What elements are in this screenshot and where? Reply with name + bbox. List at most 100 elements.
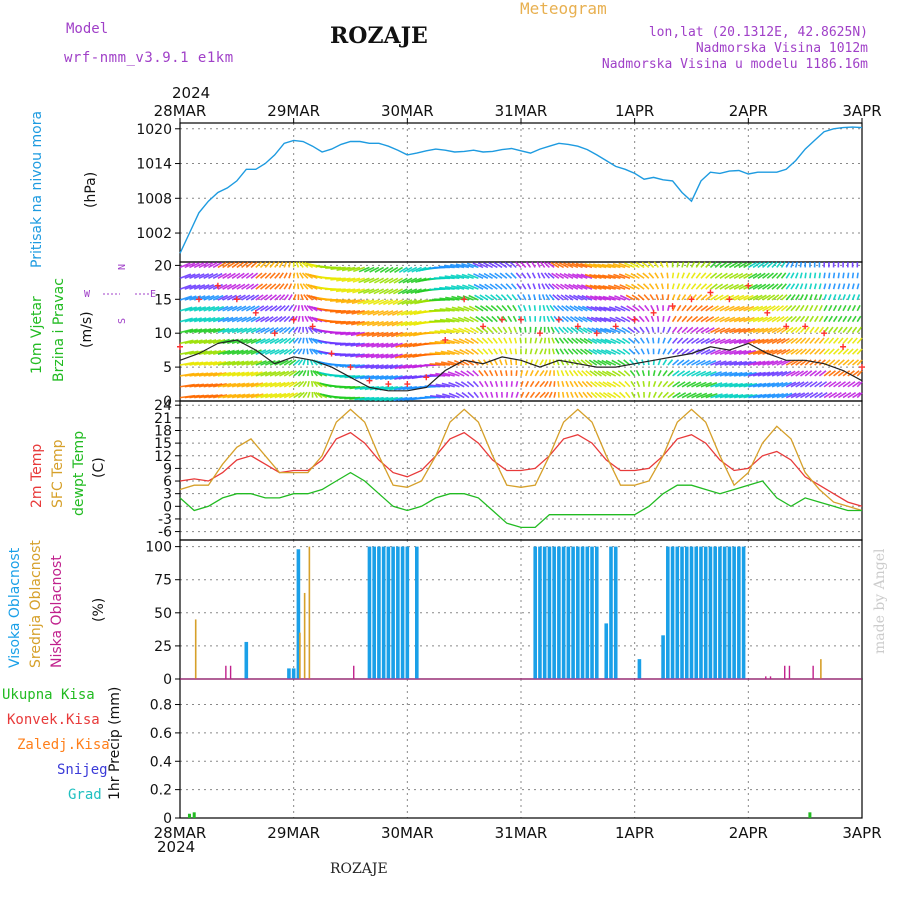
cloud-high-bar [585,546,590,679]
wind-arrow [297,391,305,399]
ytick-label: 0.6 [150,726,172,742]
wind-arrow [671,272,675,279]
cloud-high-bar [386,546,391,679]
wind-arrow [837,392,847,399]
wind-arrow [637,391,641,398]
wind-arrow [856,272,859,279]
wind-arrow [589,284,602,290]
wind-arrow [398,364,413,370]
xtick-label-top: 3APR [842,102,881,120]
wind-arrow [222,371,236,377]
wind-arrow [762,393,776,399]
wind-arrow [577,380,584,388]
wind-arrow [814,337,820,344]
wind-arrow [474,305,484,312]
wind-arrow [374,277,385,284]
wind-arrow [269,272,276,279]
wind-arrow [828,304,833,312]
wind-arrow [757,349,770,355]
wind-arrow [490,294,498,301]
wind-arrow [852,392,861,399]
wind-arrow [264,283,272,290]
wind-arrow [648,381,651,387]
wind-arrow [681,348,690,355]
wind-arrow [467,273,479,280]
wind-arrow [657,348,661,355]
wind-arrow [828,272,831,279]
wind-arrow [288,370,297,377]
wind-arrow [714,360,727,366]
wind-arrow [537,283,541,290]
wind-arrow [255,327,266,334]
panel-frame [179,122,863,263]
xtick-label-top: 30MAR [381,102,434,120]
wind-arrow [766,305,776,312]
wind-arrow [757,382,771,388]
wind-arrow [543,359,548,366]
wind-arrow [676,337,684,344]
wind-arrow [676,315,683,323]
wind-arrow [785,304,793,312]
wind-arrow [628,348,636,355]
wind-arrow [375,364,389,370]
wind-arrow [446,349,460,355]
wind-arrow [520,391,525,398]
wind-arrow [283,315,291,323]
wind-arrow [776,305,785,312]
wind-arrow [354,385,370,390]
wind-arrow [618,262,631,269]
ytick-label: 25 [154,639,172,655]
wind-arrow [315,391,323,399]
ytick-label: 1020 [136,122,172,138]
wind-arrow [464,337,475,345]
wind-arrow [813,294,818,301]
wind-arrow [543,380,549,388]
wind-arrow [695,337,705,345]
wind-arrow [478,380,484,388]
wind-arrow [828,359,836,366]
wind-arrow [288,283,293,290]
wind-arrow [193,328,207,334]
wind-arrow [813,272,817,279]
cloud-high-bar [732,546,736,679]
wind-arrow [837,315,843,323]
wind-arrow [724,327,736,334]
wind-arrow [572,283,583,290]
wind-arrow [231,327,243,334]
wind-arrow [569,305,579,312]
wind-arrow [771,327,781,334]
ytick-label: 10 [154,326,172,342]
wind-arrow [645,326,650,333]
wind-arrow [719,261,728,269]
ytick-label: 0 [163,394,172,410]
wind-arrow [691,337,700,345]
wind-arrow [377,310,389,316]
wind-arrow [274,370,286,377]
wind-arrow [672,359,680,366]
wind-arrow [184,295,197,301]
wind-arrow [667,305,671,312]
wind-arrow [790,359,800,366]
wind-arrow [288,326,295,334]
wind-arrow [539,348,544,355]
wind-arrow [710,305,719,312]
wind-arrow [306,348,309,355]
panel-frame [179,539,863,680]
wind-arrow [330,266,346,270]
wind-arrow [297,370,304,377]
wind-arrow [508,337,513,344]
wind-arrow [700,326,710,334]
wind-arrow [544,283,551,290]
wind-arrow [212,383,227,388]
wind-arrow [705,371,717,377]
wind-arrow [520,380,524,388]
cloud-mid-bar [299,632,301,679]
wind-arrow [259,272,267,279]
cloud-low-bar [353,665,355,679]
wind-arrow [494,283,503,290]
wind-arrow [657,337,660,344]
wind-arrow [667,315,671,322]
wind-arrow [700,370,712,377]
wind-arrow [631,294,640,301]
wind-arrow [307,391,311,398]
